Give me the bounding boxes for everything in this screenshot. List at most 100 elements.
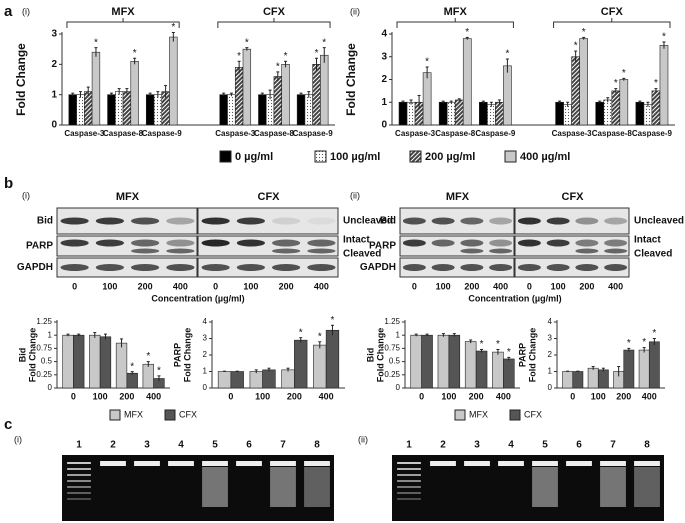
significance-mark: *: [622, 68, 626, 79]
significance-mark: *: [662, 32, 666, 43]
blot-strip: [514, 235, 630, 257]
y-tick-label: 2: [381, 74, 387, 85]
y-tick-label: 1: [548, 367, 553, 376]
gel-lane-label: 3: [474, 440, 480, 451]
bar: [595, 101, 605, 126]
blot-group-label: CFX: [562, 191, 585, 203]
y-tick-label: 4: [381, 29, 387, 40]
significance-mark: *: [322, 37, 326, 48]
bar: [230, 371, 244, 389]
bar: [84, 91, 93, 126]
blot-band: [166, 248, 195, 254]
lane-label: 400: [493, 281, 508, 291]
significance-mark: *: [654, 78, 658, 89]
significance-mark: *: [496, 339, 500, 350]
significance-mark: *: [284, 51, 288, 62]
x-tick-label: 200: [287, 391, 302, 401]
bar: [562, 371, 574, 389]
gel-lane-label: 6: [576, 440, 582, 451]
blot-band: [272, 217, 301, 225]
blot-band: [60, 239, 89, 247]
bar: [296, 94, 306, 126]
bar: [651, 90, 661, 126]
legend-label: MFX: [469, 409, 488, 419]
bar: [406, 101, 416, 126]
significance-mark: *: [465, 27, 469, 38]
significance-mark: *: [276, 62, 280, 73]
well-band: [634, 461, 660, 466]
x-tick-label: 100: [255, 391, 270, 401]
significance-mark: *: [574, 41, 578, 52]
dna-smear: [532, 467, 558, 507]
lane-label: 200: [138, 281, 153, 291]
bar: [89, 334, 101, 389]
bar: [643, 104, 653, 126]
bar: [325, 329, 340, 389]
bar: [587, 367, 599, 389]
bar: [217, 371, 232, 389]
well-band: [532, 461, 558, 466]
blot-strip: [399, 257, 515, 278]
blot-band: [95, 239, 124, 247]
bar: [107, 94, 116, 126]
bar: [281, 369, 295, 389]
ladder-band: [67, 492, 91, 494]
bar: [62, 334, 74, 389]
legend-label: MFX: [124, 409, 143, 419]
legend-label: 400 µg/ml: [520, 151, 570, 163]
bar: [659, 45, 669, 126]
y-tick-label: 0: [548, 383, 553, 392]
lane-label: 200: [279, 281, 294, 291]
ladder-band: [67, 474, 91, 476]
blot-band: [166, 217, 195, 225]
blot-band: [166, 239, 195, 247]
bar: [142, 363, 154, 389]
bar: [579, 38, 588, 126]
blot-band: [489, 217, 513, 225]
blot-band: [575, 264, 599, 271]
bar: [495, 101, 504, 126]
y-tick-label: 0: [48, 383, 53, 392]
x-tick-label: 0: [71, 391, 76, 401]
x-tick-label: 100: [441, 391, 456, 401]
blot-band: [307, 239, 336, 247]
lane-label: 0: [213, 281, 218, 291]
blot-band: [575, 248, 599, 254]
blot-band: [307, 217, 336, 225]
y-tick-label: 4: [548, 317, 553, 326]
dna-smear: [600, 467, 626, 507]
y-tick-label: 0.5: [389, 357, 401, 366]
bar: [169, 36, 178, 126]
significance-mark: *: [614, 78, 618, 89]
legend-label: 100 µg/ml: [330, 151, 380, 163]
blot-band: [517, 239, 541, 247]
gel-lane-label: 2: [440, 440, 446, 451]
significance-mark: *: [642, 337, 646, 348]
bar: [410, 334, 422, 389]
blot-band: [431, 239, 455, 247]
lane-label: 0: [72, 281, 77, 291]
blot-strip: [197, 257, 339, 278]
x-tick-label: Caspase-9: [475, 129, 516, 138]
bar: [448, 334, 461, 389]
x-tick-label: 100: [93, 391, 108, 401]
blot-band: [236, 264, 265, 271]
x-tick-label: 400: [146, 391, 161, 401]
ladder-band: [67, 468, 91, 470]
blot-strip: [56, 235, 198, 257]
significance-mark: *: [582, 27, 586, 38]
blot-band: [131, 217, 160, 225]
well-band: [134, 461, 160, 466]
legend-swatch: [109, 409, 121, 421]
blot-strip: [399, 235, 515, 257]
bar: [421, 334, 433, 389]
blot-band: [402, 217, 426, 225]
bar: [503, 65, 512, 126]
significance-mark: *: [315, 48, 319, 59]
blot-band: [166, 264, 195, 271]
y-tick-label: 2: [203, 350, 208, 359]
lane-label: 100: [436, 281, 451, 291]
gel-lane-label: 8: [314, 440, 320, 451]
y-tick-label: 1.25: [36, 317, 52, 326]
bar: [611, 90, 621, 126]
